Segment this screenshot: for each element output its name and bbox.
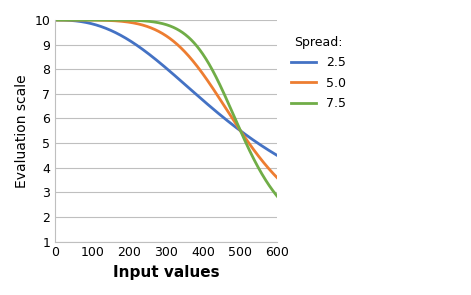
5.0 (52, 18, 58, 22)
Line: 5.0: 5.0 (55, 20, 277, 178)
2.5 (275, 154, 280, 158)
5.0 (275, 176, 280, 180)
2.5 (205, 103, 211, 106)
7.5 (275, 195, 280, 198)
2.5 (75, 19, 81, 23)
7.5 (142, 19, 148, 23)
5.0 (205, 79, 211, 83)
5.0 (142, 24, 148, 27)
Legend: 2.5, 5.0, 7.5: 2.5, 5.0, 7.5 (286, 31, 351, 115)
7.5 (230, 111, 236, 115)
X-axis label: Input values: Input values (113, 265, 219, 280)
2.5 (230, 123, 236, 127)
5.0 (150, 27, 156, 31)
7.5 (150, 20, 156, 24)
2.5 (226, 120, 231, 123)
7.5 (75, 18, 81, 22)
5.0 (226, 111, 231, 114)
5.0 (230, 117, 236, 121)
5.0 (75, 18, 81, 22)
7.5 (205, 60, 211, 64)
Line: 2.5: 2.5 (55, 20, 277, 156)
Y-axis label: Evaluation scale: Evaluation scale (15, 74, 29, 188)
2.5 (150, 56, 156, 59)
2.5 (142, 50, 148, 53)
2.5 (52, 18, 58, 22)
Line: 7.5: 7.5 (55, 20, 277, 196)
7.5 (52, 18, 58, 22)
7.5 (226, 102, 231, 106)
